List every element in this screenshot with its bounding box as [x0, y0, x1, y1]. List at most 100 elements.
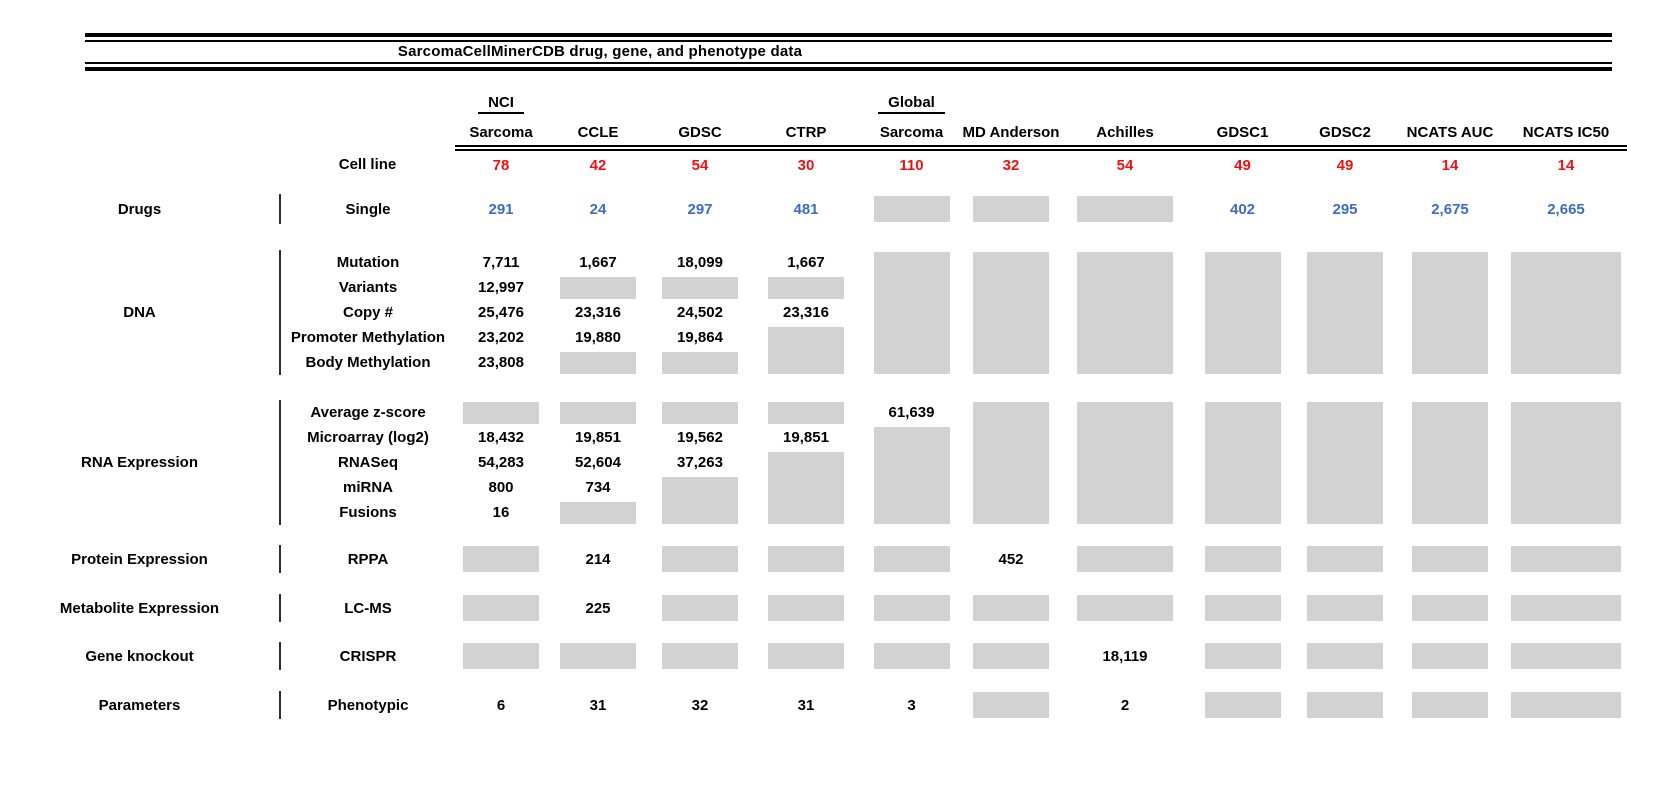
row-label: Variants: [279, 275, 455, 300]
data-cell: 23,202: [478, 329, 524, 346]
data-cell: 61,639: [888, 404, 935, 421]
data-cell: 481: [793, 200, 819, 218]
data-cell: 214: [585, 550, 611, 568]
no-data-block: [1077, 196, 1173, 222]
data-cell: 19,880: [575, 329, 621, 346]
data-availability-table: NCI Global Sarcoma CCLE GDSC CTRP Sarcom…: [0, 86, 1669, 719]
no-data-block: [768, 546, 844, 572]
no-data-block: [973, 251, 1049, 374]
row-label: Single: [279, 194, 455, 224]
row-label: Copy #: [279, 300, 455, 325]
data-cell: 24,502: [677, 304, 723, 321]
cell-line-count: 14: [1557, 157, 1575, 174]
data-cell: 452: [998, 550, 1024, 568]
group-label-metabolite-expression: Metabolite Expression: [59, 599, 220, 617]
no-data-block: [873, 546, 950, 572]
column-header: NCATS IC50: [1505, 114, 1627, 151]
group-label-drugs: Drugs: [117, 200, 162, 218]
row-label: miRNA: [279, 475, 455, 500]
no-data-block: [1307, 692, 1383, 718]
no-data-block: [662, 643, 738, 669]
no-data-block: [973, 643, 1049, 669]
no-data-block: [1204, 692, 1281, 718]
no-data-block: [1511, 251, 1621, 374]
column-header: CCLE: [547, 114, 649, 151]
no-data-block: [560, 501, 636, 524]
group-label-dna: DNA: [123, 304, 156, 321]
data-cell: 23,808: [478, 354, 524, 371]
data-cell: 297: [687, 200, 713, 218]
cell-line-count: 78: [492, 157, 510, 174]
figure-title: SarcomaCellMinerCDB drug, gene, and phen…: [397, 43, 803, 60]
no-data-block: [560, 401, 636, 424]
column-header-over-nci: NCI: [478, 94, 524, 114]
data-cell: 1,667: [579, 254, 617, 271]
no-data-block: [873, 426, 950, 524]
no-data-block: [662, 546, 738, 572]
no-data-block: [1204, 643, 1281, 669]
data-cell: 7,711: [482, 254, 520, 271]
no-data-block: [560, 351, 636, 374]
no-data-block: [1307, 595, 1383, 621]
no-data-block: [463, 401, 539, 424]
row-label: Mutation: [279, 250, 455, 275]
data-cell: 19,562: [677, 429, 723, 446]
column-header: Achilles: [1060, 114, 1190, 151]
no-data-block: [662, 351, 738, 374]
no-data-block: [662, 401, 738, 424]
cell-line-count: 110: [899, 157, 924, 174]
cell-line-count: 49: [1336, 157, 1354, 174]
no-data-block: [768, 595, 844, 621]
column-header: CTRP: [751, 114, 861, 151]
data-cell: 12,997: [478, 279, 524, 296]
data-cell: 225: [585, 599, 611, 617]
no-data-block: [1307, 401, 1383, 524]
data-cell: 19,851: [575, 429, 621, 446]
data-cell: 24: [589, 200, 607, 218]
no-data-block: [1204, 546, 1281, 572]
no-data-block: [973, 692, 1049, 718]
data-cell: 19,851: [783, 429, 829, 446]
group-label-protein-expression: Protein Expression: [71, 550, 208, 568]
row-label: Phenotypic: [279, 691, 455, 719]
data-cell: 37,263: [677, 454, 723, 471]
column-header-over-global: Global: [878, 94, 945, 114]
column-header: GDSC1: [1190, 114, 1295, 151]
data-cell: 2: [1120, 696, 1130, 714]
no-data-block: [662, 595, 738, 621]
group-label-gene-knockout: Gene knockout: [85, 647, 194, 665]
no-data-block: [1511, 643, 1621, 669]
data-cell: 2,665: [1547, 200, 1585, 218]
no-data-block: [463, 546, 539, 572]
no-data-block: [1307, 251, 1383, 374]
no-data-block: [1412, 401, 1488, 524]
cell-line-count: 54: [691, 157, 709, 174]
data-cell: 31: [589, 696, 607, 714]
title-block: SarcomaCellMinerCDB drug, gene, and phen…: [85, 33, 1612, 71]
group-label-rna-expression: RNA Expression: [81, 454, 198, 471]
data-cell: 402: [1229, 200, 1256, 218]
no-data-block: [873, 595, 950, 621]
no-data-block: [1077, 546, 1173, 572]
data-cell: 25,476: [478, 304, 524, 321]
data-cell: 32: [691, 696, 709, 714]
data-cell: 31: [797, 696, 815, 714]
no-data-block: [1511, 692, 1621, 718]
no-data-block: [973, 595, 1049, 621]
no-data-block: [768, 401, 844, 424]
row-label: CRISPR: [279, 642, 455, 670]
no-data-block: [768, 451, 844, 524]
row-label: Microarray (log2): [279, 425, 455, 450]
no-data-block: [1077, 595, 1173, 621]
row-label: Average z-score: [279, 400, 455, 425]
no-data-block: [1307, 643, 1383, 669]
title-top-rule: [85, 33, 1612, 42]
data-cell: 16: [492, 504, 510, 521]
column-header: MD Anderson: [962, 114, 1060, 151]
no-data-block: [1307, 546, 1383, 572]
data-cell: 18,432: [478, 429, 524, 446]
data-cell: 295: [1332, 200, 1358, 218]
data-cell: 19,864: [677, 329, 723, 346]
no-data-block: [463, 643, 539, 669]
data-cell: 23,316: [575, 304, 621, 321]
